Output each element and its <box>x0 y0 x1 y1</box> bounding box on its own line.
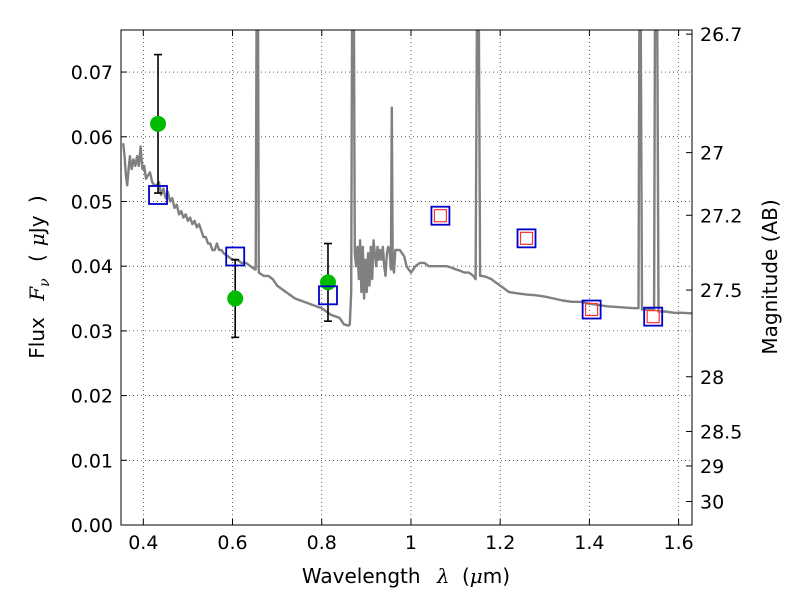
model-flux-box <box>581 299 602 320</box>
x-tick-label: 0.6 <box>217 532 247 554</box>
y-tick-label: 0.02 <box>71 386 113 408</box>
y2-tick-label: 27.2 <box>700 205 742 227</box>
y-tick-label: 0.03 <box>71 321 113 343</box>
x-tick-label: 1.6 <box>664 532 694 554</box>
y-axis-label: Flux Fν ( μJy ) <box>25 195 54 358</box>
x-tick-label: 0.4 <box>128 532 158 554</box>
model-flux-box <box>430 205 451 226</box>
data-layer <box>122 30 692 339</box>
x-tick-label: 1.4 <box>574 532 604 554</box>
x-label-unit: m) <box>483 564 510 588</box>
model-flux-box <box>643 306 664 327</box>
y-label-subscript: ν <box>37 278 53 287</box>
y-tick-label: 0.05 <box>71 191 113 213</box>
plot-area <box>121 30 692 525</box>
y2-tick-label: 28.5 <box>700 421 742 443</box>
x-label-word: Wavelength <box>302 564 421 588</box>
y2-tick-label: 28 <box>700 367 724 389</box>
model-flux-box <box>225 246 246 267</box>
y-label-word: Flux <box>25 317 49 359</box>
x-label-symbol: λ <box>436 564 450 588</box>
x-tick-label: 1.2 <box>485 532 515 554</box>
y-label-symbol: F <box>25 286 49 302</box>
y-label-unit: Jy <box>25 215 49 235</box>
x-label-open: ( <box>462 564 470 588</box>
model-flux-box <box>318 285 338 306</box>
inner-flux-box <box>519 231 534 245</box>
y2-tick-label: 29 <box>700 456 724 478</box>
observed-flux-point <box>227 290 244 307</box>
y2-axis-label: Magnitude (AB) <box>758 199 782 354</box>
y-label-mu: μ <box>25 233 49 246</box>
grid <box>121 30 692 526</box>
y-tick-label: 0.04 <box>71 256 113 278</box>
inner-flux-box <box>646 310 660 324</box>
inner-flux-box <box>585 302 599 317</box>
y-label-close: ) <box>25 195 49 203</box>
x-axis-label: Wavelength λ (μm) <box>302 564 510 588</box>
y2-tick-label: 26.7 <box>700 24 742 46</box>
y-tick-label: 0.06 <box>71 127 113 149</box>
y-tick-label: 0.01 <box>71 450 113 472</box>
model-flux-box <box>148 185 168 205</box>
observed-flux-point <box>319 274 336 291</box>
observed-flux-point <box>150 115 167 132</box>
y-label-open: ( <box>25 254 49 262</box>
inner-flux-box <box>433 209 448 223</box>
x-tick-label: 1 <box>405 532 417 554</box>
sed-model-line <box>122 30 692 327</box>
y-tick-label: 0.07 <box>71 62 113 84</box>
ticks: 0.4 0.6 0.8 1 1.2 1.4 1.6 0.00 0.01 0.02 0.03 0.04 0… <box>71 24 743 554</box>
x-tick-label: 0.8 <box>307 532 337 554</box>
x-label-mu: μ <box>470 564 483 588</box>
y2-tick-label: 30 <box>700 492 724 514</box>
y2-tick-label: 27 <box>700 143 724 165</box>
plot-border <box>120 29 693 526</box>
y-tick-label: 0.00 <box>71 515 113 537</box>
y2-tick-label: 27.5 <box>700 280 742 302</box>
model-flux-box <box>516 228 537 249</box>
